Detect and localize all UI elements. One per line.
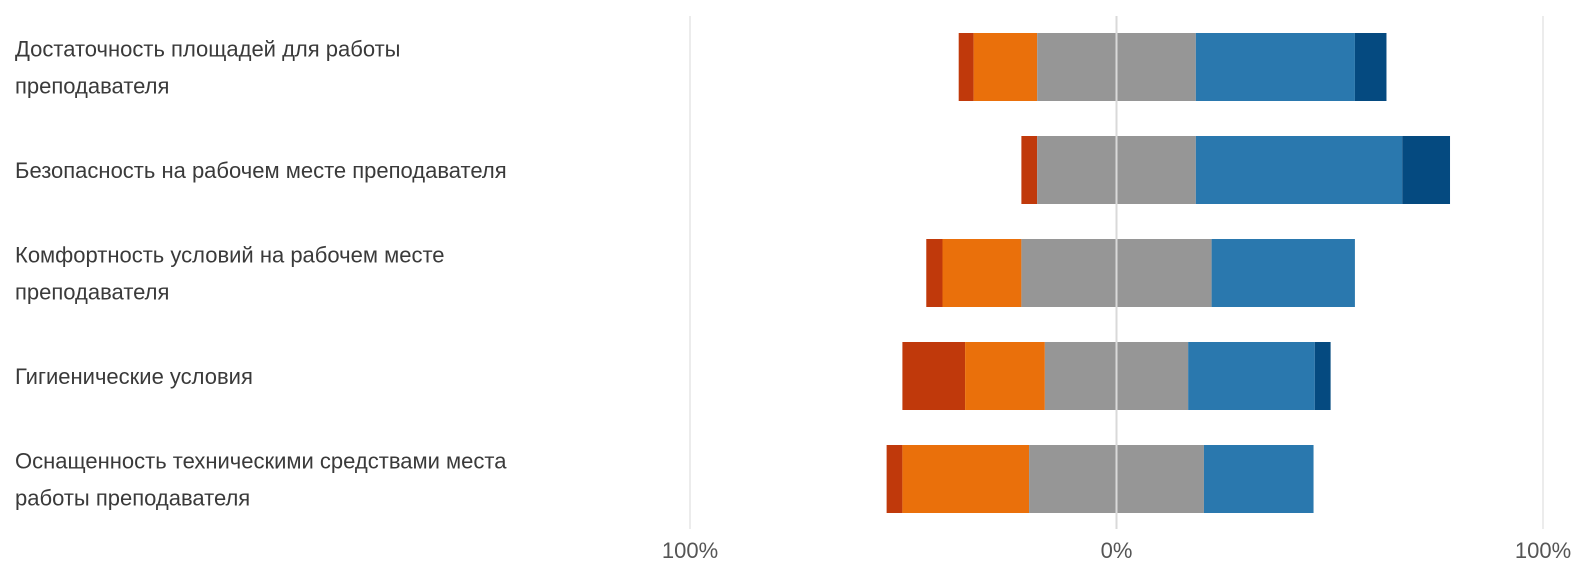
bar-segment [926, 239, 943, 307]
bar-segment [973, 33, 1038, 101]
bar-segment [1195, 136, 1403, 204]
x-axis-tick-labels: 100% 0% 100% [662, 538, 1571, 563]
gridlines [689, 16, 1544, 529]
bar-segment [1354, 33, 1387, 101]
category-label: преподавателя [15, 280, 169, 305]
bar-segment [886, 445, 903, 513]
x-tick-label: 0% [1101, 538, 1133, 563]
category-label: Оснащенность техническими средствами мес… [15, 449, 507, 474]
category-label: преподавателя [15, 74, 169, 99]
bar-segment [965, 342, 1045, 410]
category-label: Комфортность условий на рабочем месте [15, 243, 445, 268]
bar-segment [942, 239, 1022, 307]
bar-segment [1203, 445, 1314, 513]
bar-segment [1314, 342, 1331, 410]
category-label: Гигиенические условия [15, 364, 253, 389]
bar-segment [902, 342, 966, 410]
bar-segment [902, 445, 1030, 513]
category-label: работы преподавателя [15, 486, 250, 511]
x-tick-label: 100% [1515, 538, 1571, 563]
category-label: Достаточность площадей для работы [15, 37, 401, 62]
bar-segment [958, 33, 974, 101]
x-tick-label: 100% [662, 538, 718, 563]
bar-segment [1211, 239, 1355, 307]
category-labels: Достаточность площадей для работы препода… [15, 37, 507, 511]
bar-segment [1402, 136, 1451, 204]
bar-segment [1021, 136, 1038, 204]
bars [886, 33, 1451, 513]
category-label: Безопасность на рабочем месте преподават… [15, 158, 507, 183]
bar-segment [1188, 342, 1315, 410]
bar-segment [1195, 33, 1355, 101]
